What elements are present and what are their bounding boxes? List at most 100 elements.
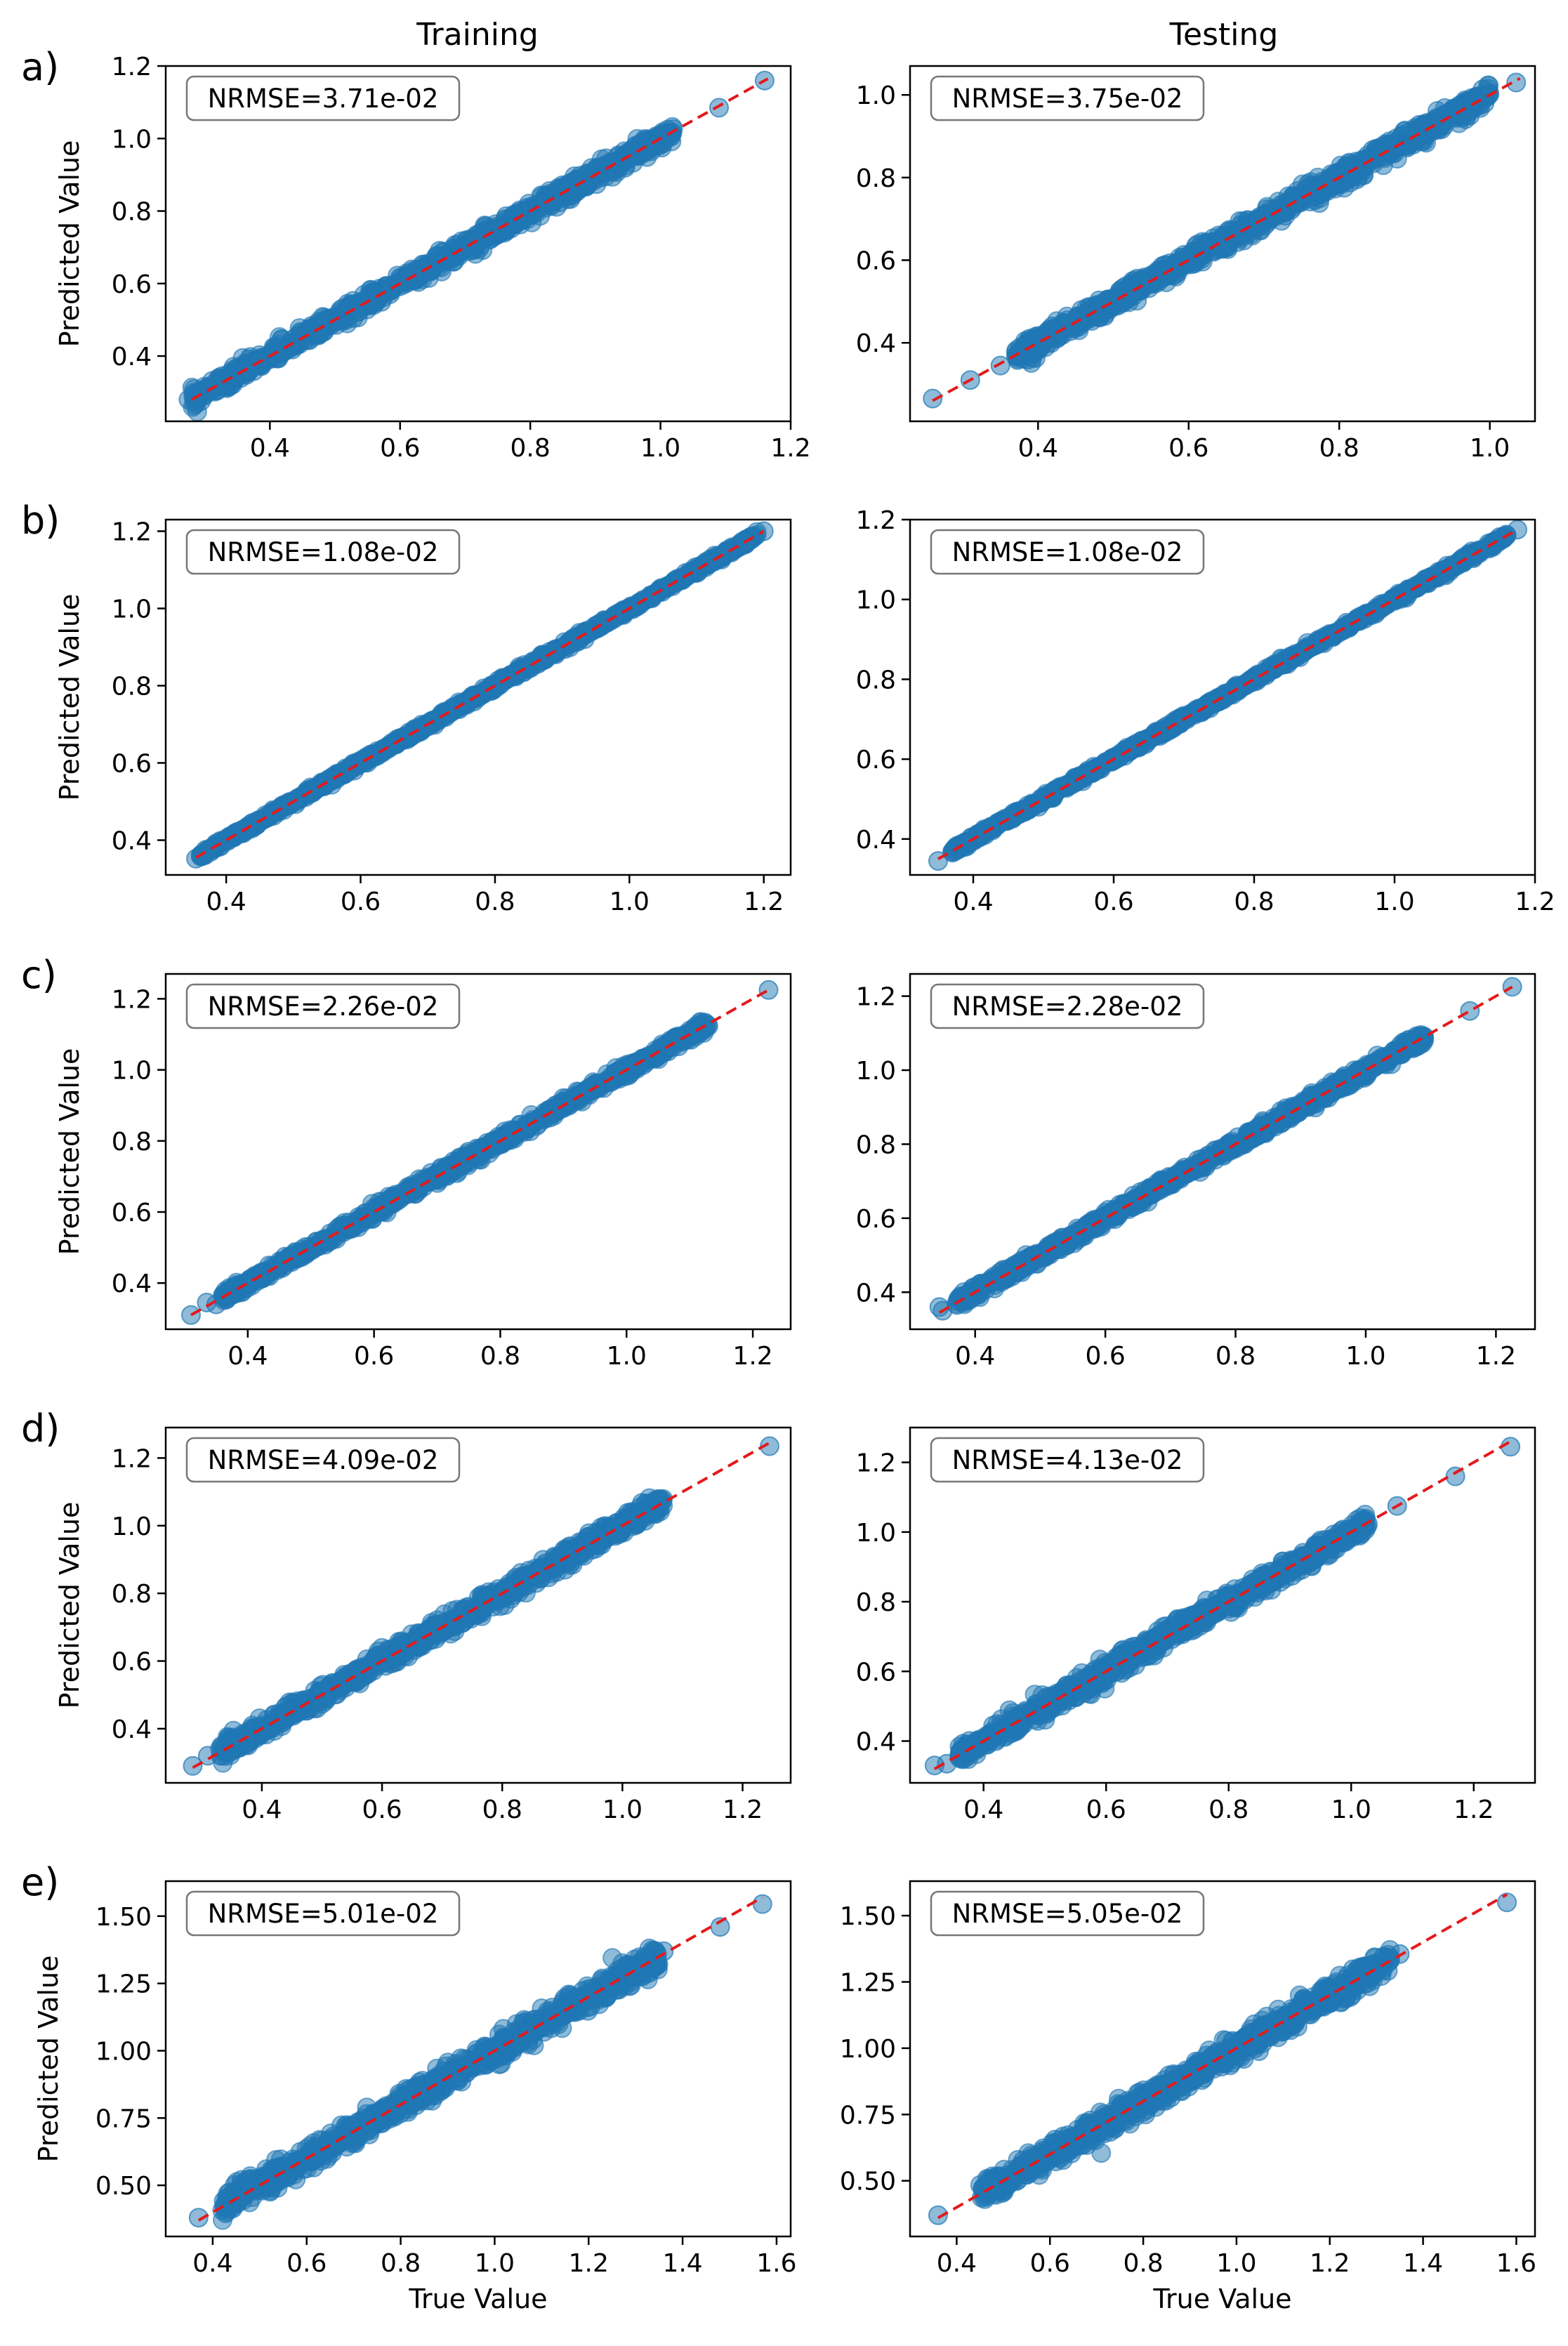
- x-tick-label: 1.2: [1515, 888, 1555, 916]
- y-axis-label: Predicted Value: [54, 140, 85, 348]
- x-tick-label: 1.0: [640, 434, 680, 463]
- data-point: [1356, 150, 1376, 169]
- x-tick-label: 0.6: [1093, 888, 1133, 916]
- y-tick-label: 0.8: [856, 164, 896, 193]
- axes-frame: [909, 518, 1536, 876]
- x-tick-label: 0.8: [475, 888, 515, 916]
- data-point: [485, 678, 505, 698]
- annotation-box: [930, 75, 1205, 121]
- data-point: [201, 381, 221, 401]
- annotation-box: [930, 529, 1205, 575]
- data-point: [527, 202, 547, 223]
- y-tick-label: 0.4: [112, 1270, 152, 1298]
- data-point: [1003, 806, 1023, 826]
- nrmse-annotation: NRMSE=2.26e-02: [185, 983, 461, 1029]
- x-tick-label: 0.4: [953, 888, 993, 916]
- data-point: [1322, 172, 1343, 192]
- data-point: [758, 980, 779, 1000]
- x-tick-label: 0.6: [341, 888, 381, 916]
- data-point: [990, 355, 1010, 376]
- x-tick-label: 0.4: [1018, 434, 1058, 463]
- data-points: [186, 521, 774, 869]
- y-tick-label: 1.2: [112, 985, 152, 1014]
- y-tick-label: 0.8: [856, 666, 896, 694]
- annotation-text: NRMSE=3.71e-02: [208, 84, 439, 114]
- data-point: [1321, 626, 1341, 645]
- y-tick-label: 1.0: [112, 1057, 152, 1086]
- y-tick-label: 0.6: [112, 270, 152, 299]
- data-point: [274, 1251, 294, 1271]
- data-point: [709, 98, 729, 118]
- y-tick-label: 0.6: [112, 1199, 152, 1227]
- axes-frame: [164, 973, 792, 1331]
- x-tick-label: 0.8: [510, 434, 551, 463]
- data-points: [929, 977, 1522, 1321]
- data-point: [1057, 310, 1077, 330]
- data-point: [1215, 237, 1236, 257]
- y-tick-label: 0.4: [112, 827, 152, 856]
- data-point: [1342, 164, 1362, 184]
- data-point: [546, 1098, 567, 1119]
- x-tick-label: 0.4: [206, 888, 246, 916]
- data-point: [1161, 719, 1181, 739]
- data-point: [1508, 520, 1527, 540]
- y-tick-label: 1.0: [856, 586, 896, 615]
- axes-frame: [164, 65, 792, 423]
- scatter-panel: 0.4 0.6 0.8 1.0 1.20.40.60.81.01.2NRMSE=3.71…: [21, 45, 811, 463]
- y-tick-label: 0.6: [856, 247, 896, 276]
- data-point: [412, 259, 433, 279]
- scatter-panel: 0.4 0.6 0.8 1.0 1.20.40.60.81.01.2 NRMSE=2.28…: [856, 973, 1536, 1371]
- scatter-panel: 0.4 0.6 0.8 1.00.40.60.81.0 NRMSE=3.75e-02: [856, 65, 1536, 463]
- nrmse-annotation: NRMSE=3.75e-02: [930, 75, 1205, 121]
- x-tick-label: 1.0: [610, 888, 650, 916]
- data-points: [928, 520, 1527, 871]
- y-tick-label: 1.0: [112, 595, 152, 624]
- axes-frame: [164, 518, 792, 876]
- y-axis-label: Predicted Value: [54, 1048, 85, 1256]
- data-point: [624, 137, 645, 157]
- data-points: [178, 70, 775, 421]
- data-point: [1384, 137, 1404, 157]
- x-tick-label: 1.0: [1374, 888, 1414, 916]
- y-tick-label: 0.4: [856, 329, 896, 358]
- identity-line: [195, 529, 765, 859]
- data-points: [923, 72, 1527, 409]
- data-point: [697, 1015, 718, 1035]
- y-tick-label: 0.8: [112, 1128, 152, 1156]
- annotation-box: [185, 75, 461, 121]
- scatter-panel: 0.4 0.6 0.8 1.0 1.20.40.60.81.01.2NRMSE=1.08…: [21, 499, 792, 916]
- x-tick-label: 1.0: [607, 1342, 647, 1371]
- x-tick-label: 0.6: [1168, 434, 1208, 463]
- data-point: [1244, 671, 1265, 692]
- y-tick-label: 0.8: [112, 673, 152, 701]
- y-tick-label: 0.6: [856, 746, 896, 775]
- column-title-testing: Testing: [1169, 17, 1279, 53]
- nrmse-annotation: NRMSE=1.08e-02: [930, 529, 1205, 575]
- x-tick-label: 0.8: [1319, 434, 1359, 463]
- y-tick-label: 1.2: [112, 518, 152, 547]
- annotation-box: [185, 983, 461, 1029]
- x-tick-label: 0.4: [228, 1342, 268, 1371]
- identity-line: [190, 989, 770, 1317]
- x-tick-label: 0.6: [380, 434, 420, 463]
- identity-line: [932, 77, 1521, 402]
- data-point: [1029, 797, 1048, 817]
- nrmse-annotation: NRMSE=1.08e-02: [185, 529, 461, 575]
- data-points: [181, 980, 779, 1325]
- annotation-text: NRMSE=1.08e-02: [952, 537, 1183, 567]
- data-point: [178, 390, 199, 409]
- data-point: [1384, 588, 1404, 609]
- x-tick-label: 1.2: [744, 888, 784, 916]
- data-point: [274, 797, 294, 817]
- panel-label: a): [21, 45, 59, 89]
- x-tick-label: 1.0: [1470, 434, 1510, 463]
- scatter-panel: 0.4 0.6 0.8 1.0 1.20.40.60.81.01.2NRMSE=1.08…: [856, 506, 1555, 916]
- data-point: [1449, 113, 1469, 133]
- panel-label: c): [21, 953, 57, 997]
- data-point: [1506, 72, 1527, 93]
- annotation-text: NRMSE=3.75e-02: [952, 84, 1183, 114]
- y-tick-label: 0.8: [112, 198, 152, 227]
- annotation-box: [185, 529, 461, 575]
- x-tick-label: 0.4: [250, 434, 290, 463]
